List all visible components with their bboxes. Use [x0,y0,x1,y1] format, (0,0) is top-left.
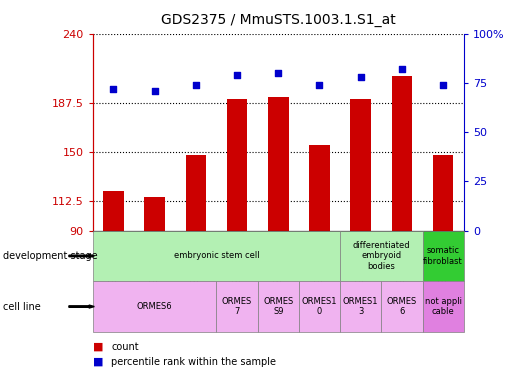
Bar [227,99,248,231]
Text: somatic
fibroblast: somatic fibroblast [423,246,463,266]
Text: cell line: cell line [3,302,40,312]
Point [151,88,159,94]
Text: GDS2375 / MmuSTS.1003.1.S1_at: GDS2375 / MmuSTS.1003.1.S1_at [161,13,395,27]
Point [233,72,241,78]
Text: differentiated
embryoid
bodies: differentiated embryoid bodies [352,241,410,271]
Bar [144,196,165,231]
Text: ORMES1
0: ORMES1 0 [302,297,337,316]
Text: ORMES6: ORMES6 [137,302,172,311]
Text: ORMES1
3: ORMES1 3 [343,297,378,316]
Text: ORMES
6: ORMES 6 [387,297,417,316]
Bar [433,154,454,231]
Text: ■: ■ [93,357,103,367]
Text: percentile rank within the sample: percentile rank within the sample [111,357,276,367]
Text: ORMES
S9: ORMES S9 [263,297,294,316]
Text: not appli
cable: not appli cable [425,297,462,316]
Bar [392,76,412,231]
Bar [309,146,330,231]
Point [109,86,118,92]
Bar [103,191,123,231]
Text: development stage: development stage [3,251,98,261]
Bar [268,97,288,231]
Point [274,70,282,76]
Point [315,82,324,88]
Bar [350,99,371,231]
Text: ■: ■ [93,342,103,352]
Point [357,74,365,80]
Text: count: count [111,342,139,352]
Point [398,66,406,72]
Text: ORMES
7: ORMES 7 [222,297,252,316]
Point [439,82,447,88]
Text: embryonic stem cell: embryonic stem cell [174,251,259,260]
Bar [186,154,206,231]
Point [191,82,200,88]
